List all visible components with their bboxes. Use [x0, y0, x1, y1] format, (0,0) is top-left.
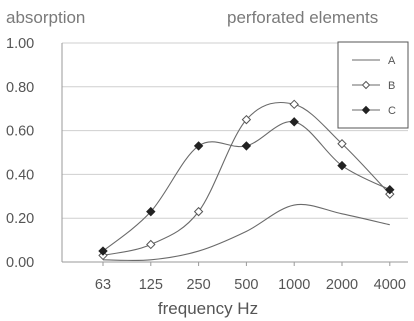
grid-lines — [62, 42, 408, 219]
data-point-b — [146, 239, 156, 250]
y-tick-label: 0.20 — [6, 211, 34, 227]
x-tick-label: 500 — [234, 277, 258, 293]
series-layer — [98, 99, 395, 262]
axes — [61, 43, 408, 266]
legend-marker-c — [361, 105, 371, 115]
x-tick-labels: 63 125 250 500 1000 2000 4000 — [95, 277, 406, 293]
y-axis-title: absorption — [6, 8, 86, 27]
x-tick-label: 4000 — [374, 277, 406, 293]
data-point-b — [289, 99, 299, 110]
x-tick-label: 2000 — [326, 277, 358, 293]
data-point-b — [241, 114, 252, 125]
x-tick-label: 250 — [186, 277, 210, 293]
y-tick-label: 0.60 — [6, 124, 34, 140]
legend-marker-b — [361, 80, 371, 90]
legend-label-c: C — [388, 105, 396, 117]
x-tick-label: 63 — [95, 277, 111, 293]
data-point-c — [241, 141, 252, 151]
legend: A B C — [337, 41, 409, 129]
x-axis-title: frequency Hz — [158, 299, 258, 318]
y-tick-label: 0.80 — [6, 80, 34, 96]
series-line-a — [102, 203, 390, 262]
x-tick-label: 1000 — [278, 277, 310, 293]
data-point-c — [289, 117, 299, 127]
legend-label-b: B — [388, 80, 395, 92]
data-point-c — [385, 185, 395, 195]
data-point-c — [193, 141, 204, 151]
data-point-b — [193, 206, 204, 217]
y-tick-label: 0.00 — [6, 255, 34, 271]
x-tick-label: 125 — [139, 277, 163, 293]
chart-title: perforated elements — [227, 8, 379, 27]
data-point-c — [146, 206, 156, 217]
data-point-c — [337, 160, 347, 171]
data-point-c — [98, 246, 108, 256]
data-point-b — [337, 139, 347, 149]
y-tick-labels: 0.00 0.20 0.40 0.60 0.80 1.00 — [6, 36, 34, 271]
y-tick-label: 1.00 — [6, 36, 34, 52]
y-tick-label: 0.40 — [6, 167, 34, 183]
legend-label-a: A — [388, 55, 396, 67]
